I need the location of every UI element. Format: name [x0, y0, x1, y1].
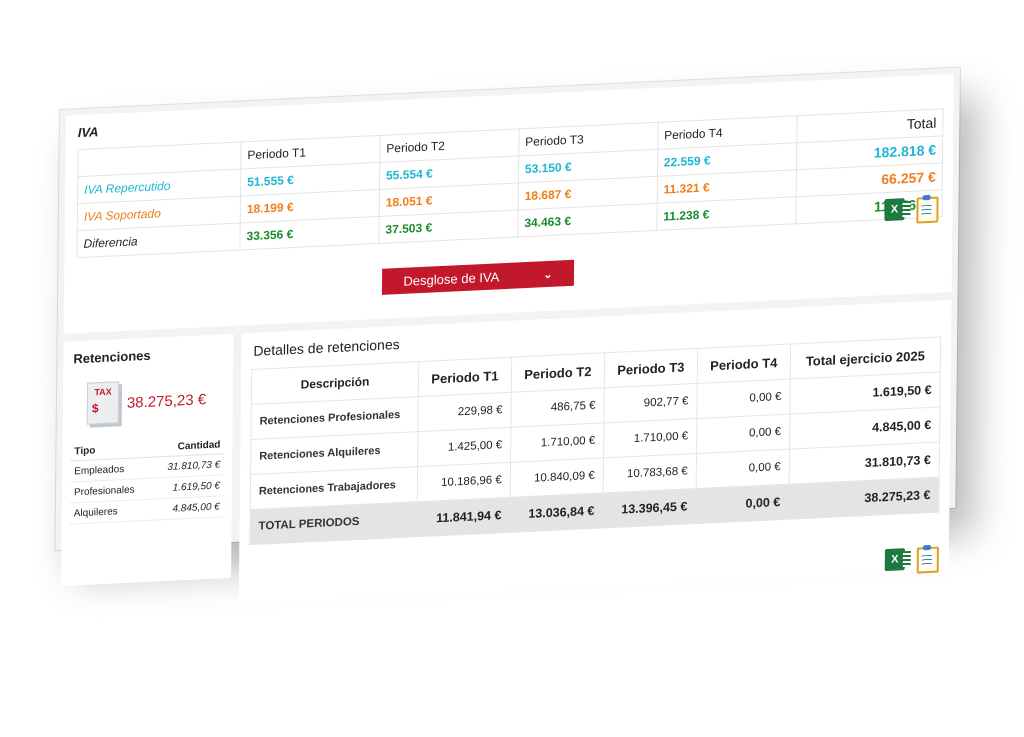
detalles-cell: 229,98 € [417, 392, 512, 432]
desglose-iva-label: Desglose de IVA [403, 268, 500, 289]
desglose-iva-button[interactable]: Desglose de IVA ⌄ [381, 259, 575, 295]
detalles-card: Detalles de retenciones Descripción Peri… [238, 299, 952, 604]
detalles-header-t2: Periodo T2 [511, 352, 605, 393]
retenciones-tipo: Alquileres [69, 499, 152, 525]
iva-cell: 34.463 € [517, 203, 657, 237]
iva-cell: 33.356 € [239, 216, 380, 251]
tax-icon-text: TAX [94, 386, 112, 398]
detalles-cell: 1.710,00 € [603, 418, 697, 458]
excel-icon[interactable]: X [884, 548, 905, 572]
detalles-cell: 486,75 € [510, 387, 605, 428]
detalles-cell: 902,77 € [603, 383, 698, 423]
detalles-cell: 10.186,96 € [417, 462, 511, 502]
iva-cell: 11.238 € [656, 196, 796, 231]
detalles-cell: 10.840,09 € [510, 457, 604, 498]
detalles-title: Detalles de retenciones [253, 335, 400, 359]
detalles-header-t4: Periodo T4 [697, 344, 791, 384]
dashboard-panel: IVA Periodo T1 Periodo T2 Periodo T3 Per… [55, 67, 960, 604]
total-periodos-cell: 0,00 € [695, 484, 789, 524]
iva-export-icons: X [884, 196, 939, 226]
iva-title: IVA [77, 124, 99, 141]
total-periodos-grand-total: 38.275,23 € [788, 477, 940, 520]
detalles-cell: 1.425,00 € [417, 427, 511, 467]
retenciones-card: Retenciones TAX $ 38.275,23 € Tipo Canti… [61, 333, 234, 586]
detalles-cell: 10.783,68 € [603, 453, 697, 493]
tax-icon-symbol: $ [91, 401, 99, 416]
iva-table: Periodo T1 Periodo T2 Periodo T3 Periodo… [76, 108, 944, 258]
retenciones-title: Retenciones [73, 347, 151, 367]
detalles-cell: 1.710,00 € [510, 422, 604, 463]
retenciones-table: Tipo Cantidad Empleados 31.810,73 € Prof… [69, 436, 225, 525]
detalles-cell: 0,00 € [696, 414, 790, 454]
detalles-header-t3: Periodo T3 [604, 348, 698, 388]
total-periodos-cell: 11.841,94 € [416, 497, 511, 537]
detalles-cell: 0,00 € [696, 449, 790, 489]
detalles-cell: 0,00 € [696, 379, 791, 419]
retenciones-total: 38.275,23 € [126, 391, 207, 412]
total-periodos-cell: 13.396,45 € [602, 488, 697, 528]
chevron-down-icon: ⌄ [543, 268, 553, 281]
detalles-export-icons: X [884, 546, 939, 576]
excel-icon[interactable]: X [884, 198, 905, 222]
iva-card: IVA Periodo T1 Periodo T2 Periodo T3 Per… [63, 73, 954, 334]
iva-cell: 37.503 € [378, 209, 519, 244]
clipboard-icon[interactable] [916, 546, 939, 574]
retenciones-cantidad: 4.845,00 € [151, 495, 224, 521]
clipboard-icon[interactable] [916, 196, 939, 224]
total-periodos-cell: 13.036,84 € [509, 492, 604, 533]
tax-document-icon: TAX $ [86, 381, 120, 425]
total-periodos-label: TOTAL PERIODOS [249, 501, 418, 545]
detalles-header-t1: Periodo T1 [418, 357, 512, 397]
detalles-table: Descripción Periodo T1 Periodo T2 Period… [249, 336, 941, 545]
